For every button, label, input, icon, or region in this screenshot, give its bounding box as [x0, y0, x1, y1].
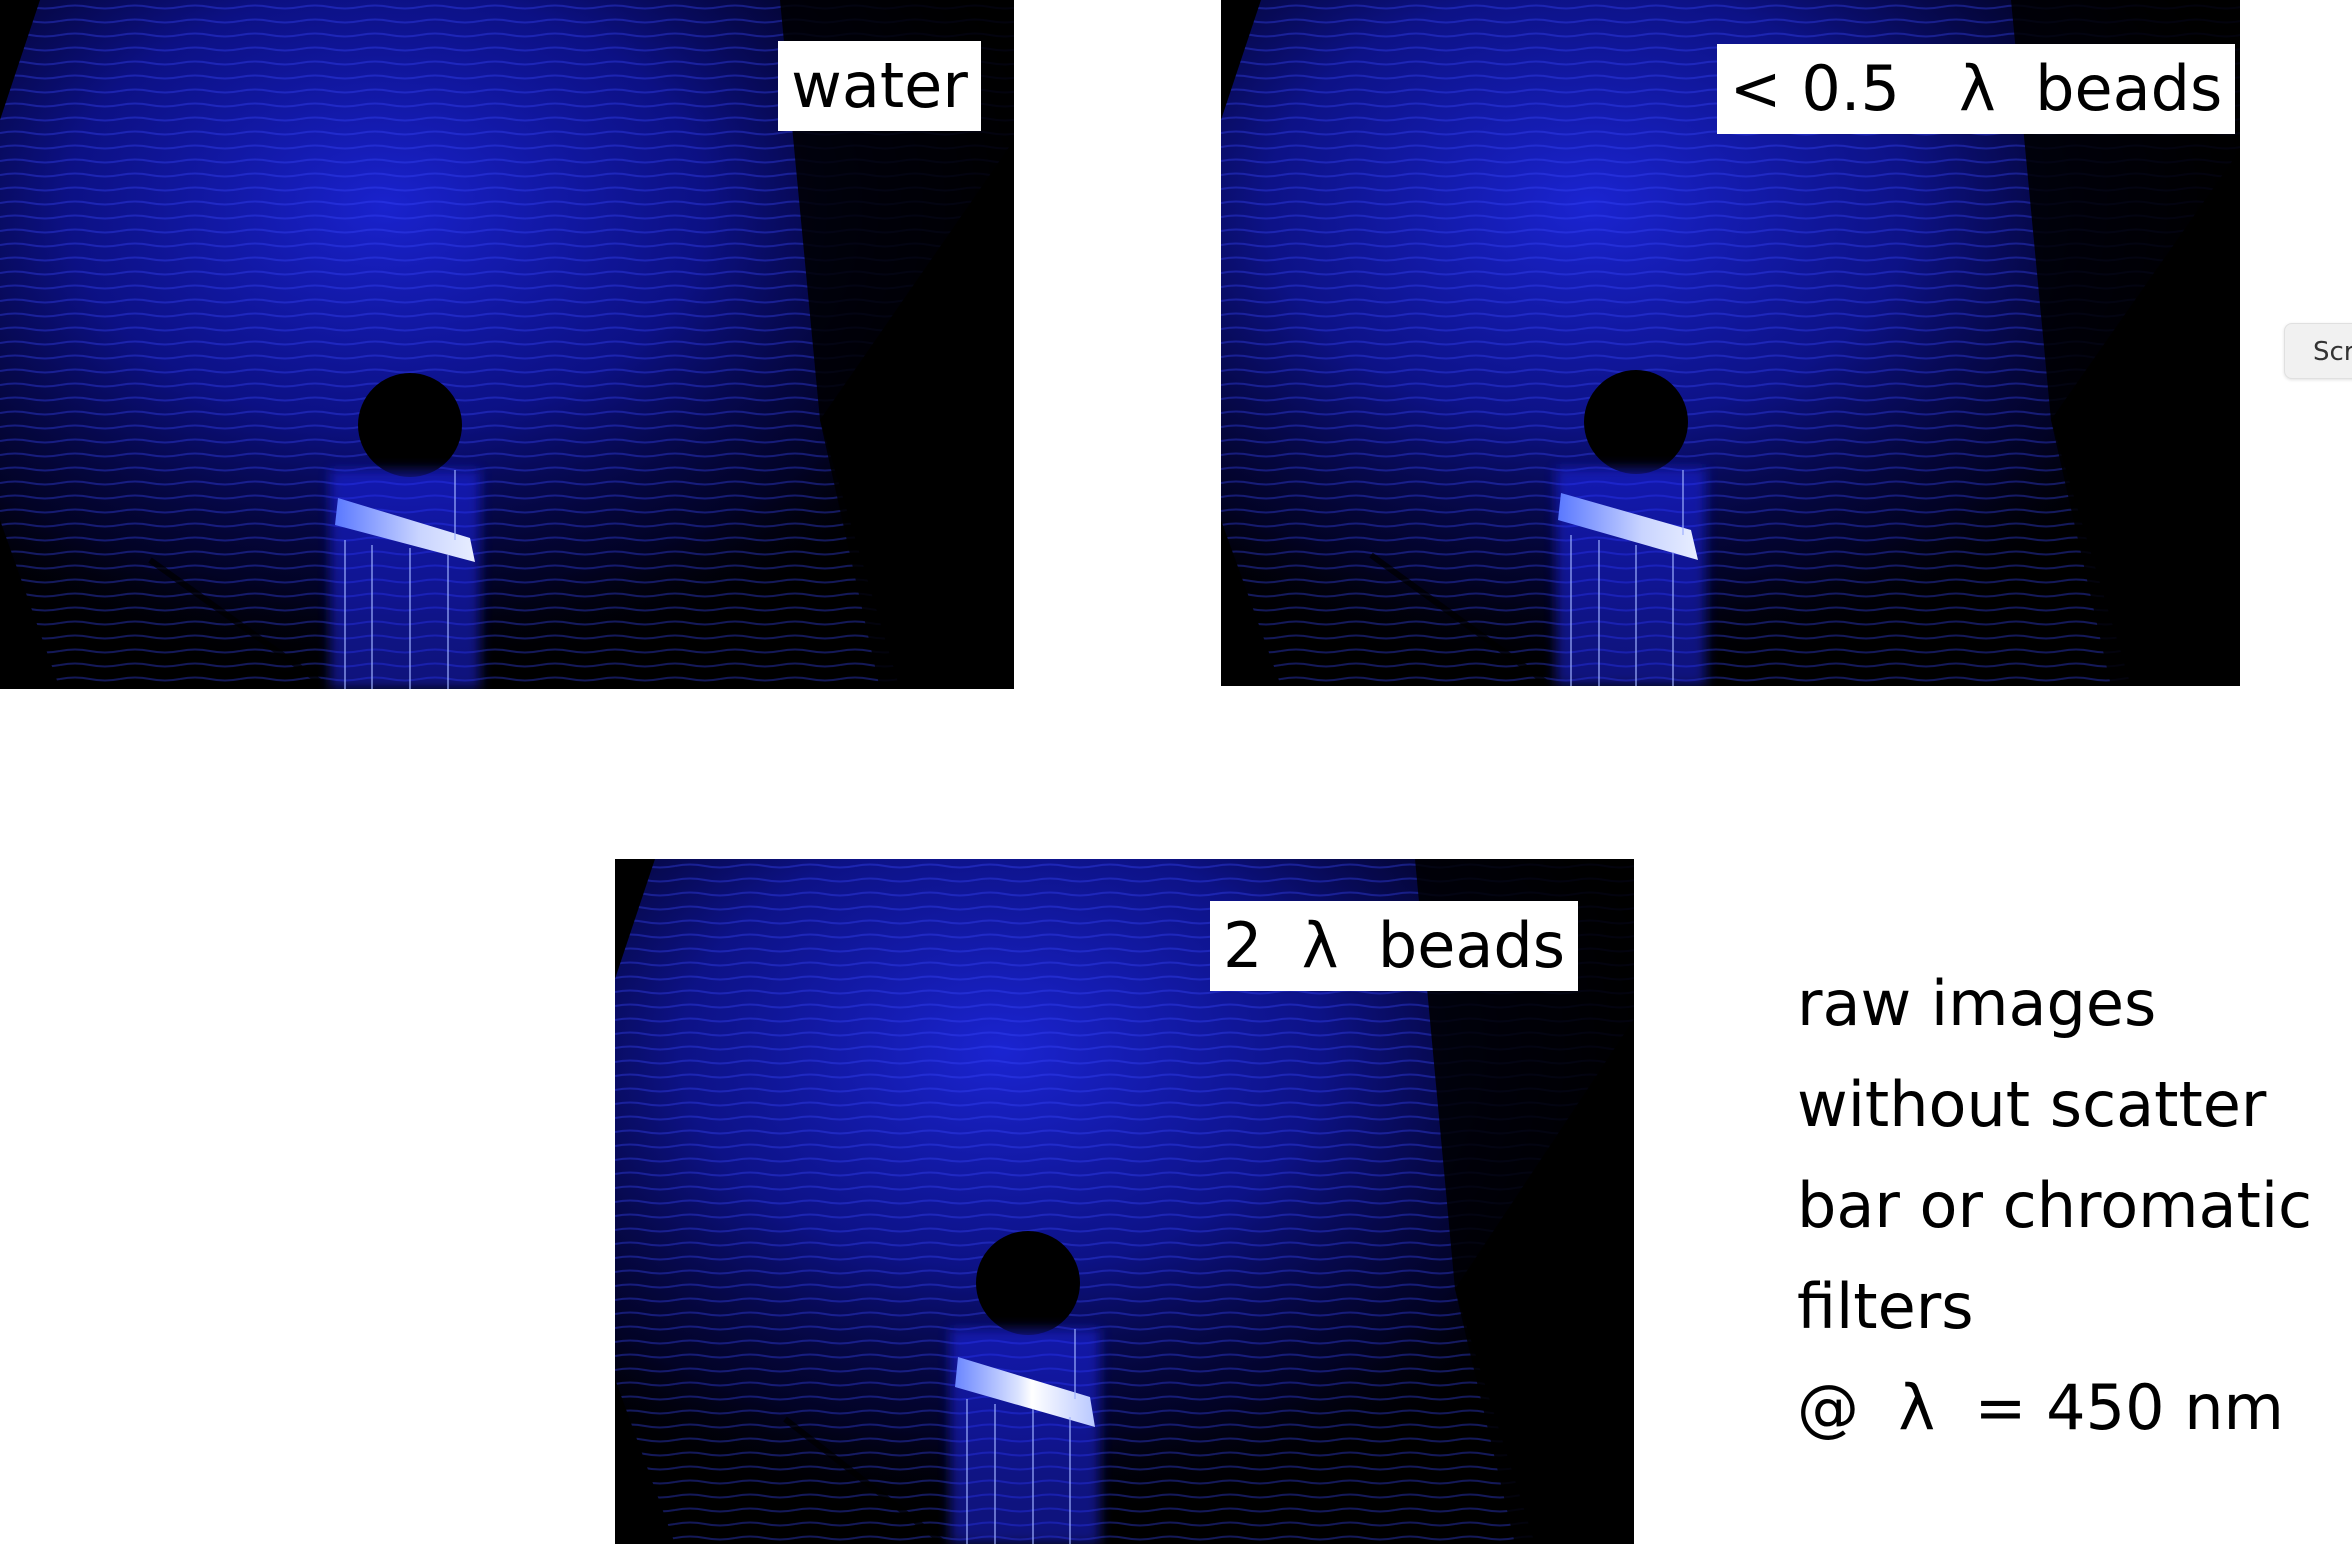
caption-line: bar or chromatic	[1797, 1169, 2313, 1242]
caption-text: raw images without scatter bar or chroma…	[1797, 953, 2352, 1458]
screenshot-button[interactable]: Scr	[2284, 323, 2352, 379]
panel-label-large-beads: 2 λ beads	[1210, 901, 1578, 991]
caption-line: @ λ = 450 nm	[1797, 1371, 2284, 1444]
panel-label-water: water	[778, 41, 981, 131]
panel-label-small-beads: < 0.5 λ beads	[1717, 44, 2235, 134]
caption-line: raw images	[1797, 967, 2157, 1040]
caption-line: without scatter	[1797, 1068, 2267, 1141]
caption-line: filters	[1797, 1270, 1974, 1343]
image-panel-water: water	[0, 0, 1014, 689]
